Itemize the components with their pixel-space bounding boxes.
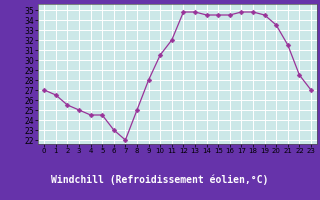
Text: Windchill (Refroidissement éolien,°C): Windchill (Refroidissement éolien,°C): [51, 175, 269, 185]
